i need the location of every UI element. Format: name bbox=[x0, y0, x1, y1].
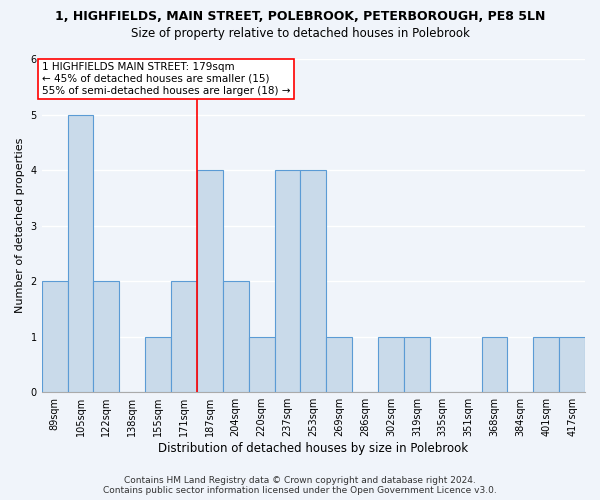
Bar bbox=[145, 336, 171, 392]
Bar bbox=[404, 336, 430, 392]
Y-axis label: Number of detached properties: Number of detached properties bbox=[15, 138, 25, 314]
Bar bbox=[559, 336, 585, 392]
Bar bbox=[171, 281, 197, 392]
X-axis label: Distribution of detached houses by size in Polebrook: Distribution of detached houses by size … bbox=[158, 442, 469, 455]
Bar bbox=[41, 281, 68, 392]
Bar bbox=[301, 170, 326, 392]
Bar bbox=[197, 170, 223, 392]
Text: Contains HM Land Registry data © Crown copyright and database right 2024.
Contai: Contains HM Land Registry data © Crown c… bbox=[103, 476, 497, 495]
Bar bbox=[223, 281, 248, 392]
Bar bbox=[326, 336, 352, 392]
Text: Size of property relative to detached houses in Polebrook: Size of property relative to detached ho… bbox=[131, 28, 469, 40]
Text: 1, HIGHFIELDS, MAIN STREET, POLEBROOK, PETERBOROUGH, PE8 5LN: 1, HIGHFIELDS, MAIN STREET, POLEBROOK, P… bbox=[55, 10, 545, 23]
Bar bbox=[248, 336, 275, 392]
Bar bbox=[68, 114, 94, 392]
Bar bbox=[533, 336, 559, 392]
Bar bbox=[378, 336, 404, 392]
Text: 1 HIGHFIELDS MAIN STREET: 179sqm
← 45% of detached houses are smaller (15)
55% o: 1 HIGHFIELDS MAIN STREET: 179sqm ← 45% o… bbox=[41, 62, 290, 96]
Bar bbox=[275, 170, 301, 392]
Bar bbox=[94, 281, 119, 392]
Bar bbox=[482, 336, 508, 392]
